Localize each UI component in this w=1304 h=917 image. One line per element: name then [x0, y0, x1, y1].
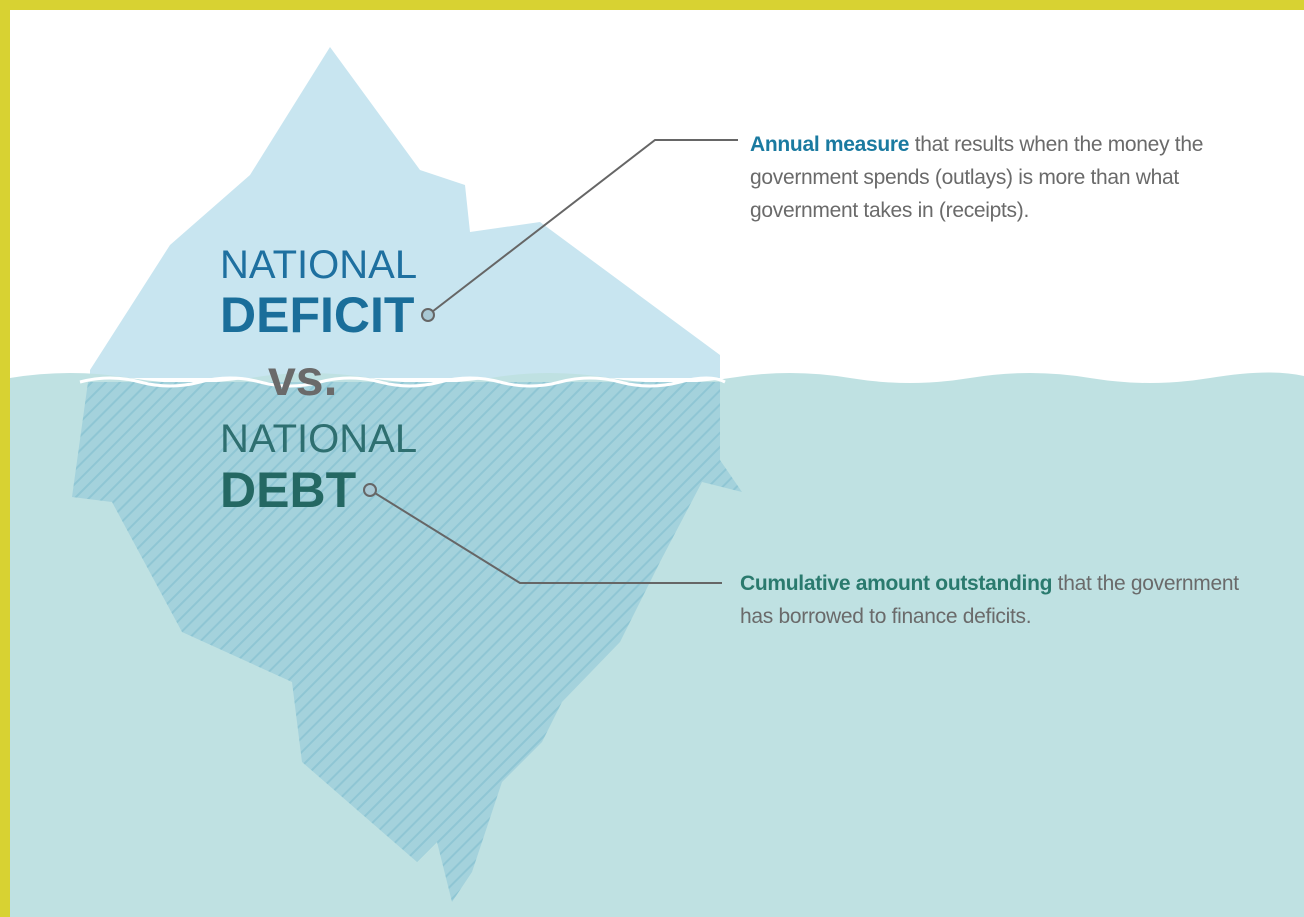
connector-dot — [422, 309, 434, 321]
infographic: NATIONAL DEFICIT vs. NATIONAL DEBT Annua… — [10, 10, 1304, 917]
versus: vs. — [268, 350, 338, 406]
annotation-lead: Cumulative amount outstanding — [740, 572, 1052, 595]
page: NATIONAL DEFICIT vs. NATIONAL DEBT Annua… — [0, 0, 1304, 917]
deficit-line1: NATIONAL — [220, 243, 417, 287]
deficit-line2: DEFICIT — [220, 287, 414, 343]
debt-line2: DEBT — [220, 462, 356, 518]
annotation: Annual measure that results when the mon… — [750, 128, 1270, 227]
annotation: Cumulative amount outstanding that the g… — [740, 567, 1260, 633]
debt-line1: NATIONAL — [220, 417, 417, 461]
connector-dot — [364, 484, 376, 496]
annotation-lead: Annual measure — [750, 133, 909, 156]
